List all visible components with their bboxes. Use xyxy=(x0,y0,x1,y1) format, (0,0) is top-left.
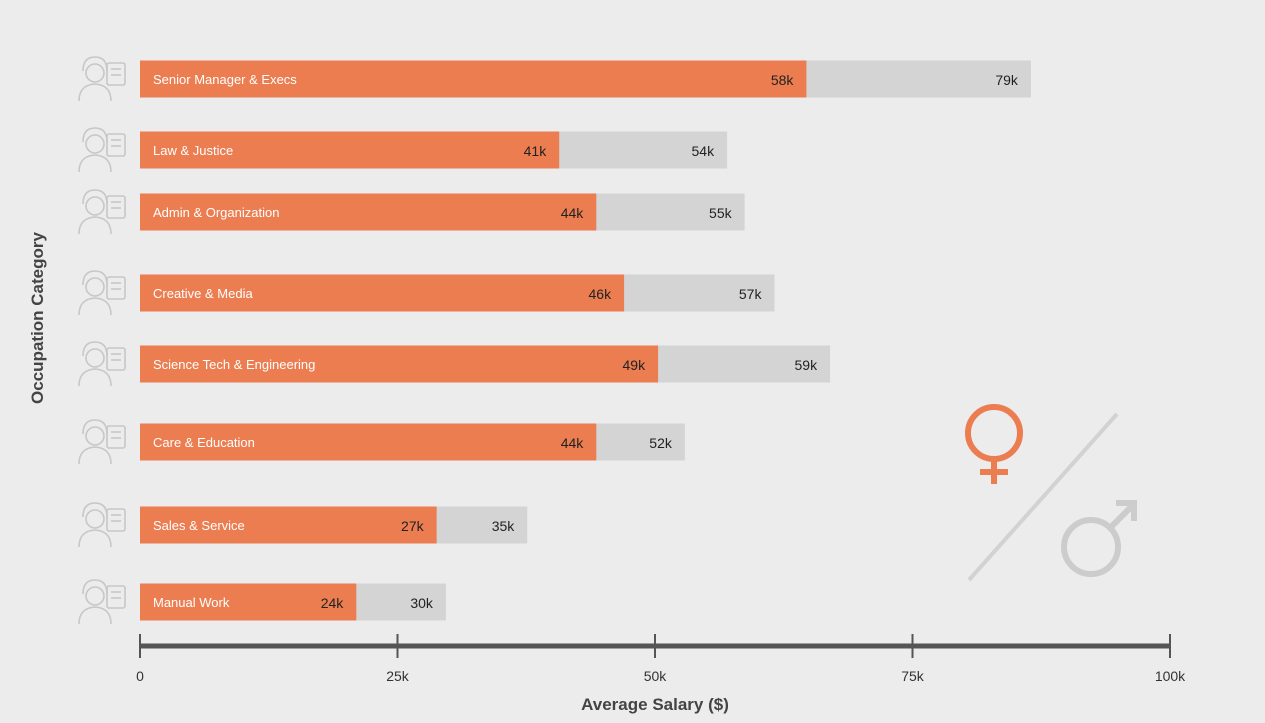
category-label: Science Tech & Engineering xyxy=(153,357,315,372)
lawyer-icon xyxy=(78,127,126,173)
male-value-label: 30k xyxy=(410,595,434,611)
female-bar xyxy=(140,345,659,383)
female-value-label: 44k xyxy=(561,205,585,221)
female-bar xyxy=(140,423,597,461)
bar-row: Creative & Media 46k 57k xyxy=(140,274,775,312)
x-axis: 0 25k 50k 75k 100k xyxy=(136,634,1186,684)
legend-divider-line xyxy=(967,412,1119,582)
x-tick-label: 25k xyxy=(386,668,410,684)
bar-row: Sales & Service 27k 35k xyxy=(140,506,528,544)
female-bar xyxy=(140,60,807,98)
bars-group: Senior Manager & Execs 58k 79k Law & Justic… xyxy=(140,60,1031,621)
x-tick-label: 50k xyxy=(644,668,668,684)
x-tick-label: 0 xyxy=(136,668,144,684)
bar-row: Admin & Organization 44k 55k xyxy=(140,193,745,231)
y-axis-title: Occupation Category xyxy=(28,231,47,403)
female-bar xyxy=(140,583,357,621)
bar-row: Law & Justice 41k 54k xyxy=(140,131,728,169)
bar-row: Senior Manager & Execs 58k 79k xyxy=(140,60,1031,98)
male-value-label: 57k xyxy=(739,286,763,302)
female-bar xyxy=(140,506,437,544)
bar-row: Manual Work 24k 30k xyxy=(140,583,446,621)
male-value-label: 35k xyxy=(492,518,516,534)
worker-icon xyxy=(78,579,126,625)
creative-icon xyxy=(78,270,126,316)
male-symbol-icon xyxy=(1061,500,1137,577)
male-value-label: 59k xyxy=(795,357,819,373)
x-tick-label: 100k xyxy=(1155,668,1186,684)
female-value-label: 24k xyxy=(321,595,345,611)
male-value-label: 54k xyxy=(692,143,716,159)
female-value-label: 27k xyxy=(401,518,425,534)
female-value-label: 44k xyxy=(561,435,585,451)
category-label: Creative & Media xyxy=(153,286,253,301)
female-value-label: 46k xyxy=(589,286,613,302)
male-value-label: 55k xyxy=(709,205,733,221)
female-bar xyxy=(140,193,597,231)
category-label: Senior Manager & Execs xyxy=(153,72,297,87)
category-label: Manual Work xyxy=(153,595,230,610)
x-tick-label: 75k xyxy=(901,668,925,684)
female-value-label: 58k xyxy=(771,72,795,88)
bar-row: Science Tech & Engineering 49k 59k xyxy=(140,345,831,383)
female-bar xyxy=(140,131,560,169)
female-value-label: 41k xyxy=(524,143,548,159)
occupation-icons xyxy=(78,56,126,625)
category-label: Law & Justice xyxy=(153,143,233,158)
male-value-label: 79k xyxy=(995,72,1019,88)
x-axis-title: Average Salary ($) xyxy=(581,695,729,714)
gender-legend xyxy=(965,404,1137,582)
sales-icon xyxy=(78,502,126,548)
female-value-label: 49k xyxy=(623,357,647,373)
teacher-icon xyxy=(78,419,126,465)
engineer-icon xyxy=(78,341,126,387)
male-value-label: 52k xyxy=(649,435,673,451)
executive-icon xyxy=(78,56,126,102)
category-label: Sales & Service xyxy=(153,518,245,533)
admin-icon xyxy=(78,189,126,235)
bar-row: Care & Education 44k 52k xyxy=(140,423,685,461)
category-label: Care & Education xyxy=(153,435,255,450)
female-symbol-icon xyxy=(965,404,1023,484)
female-bar xyxy=(140,274,625,312)
category-label: Admin & Organization xyxy=(153,205,279,220)
